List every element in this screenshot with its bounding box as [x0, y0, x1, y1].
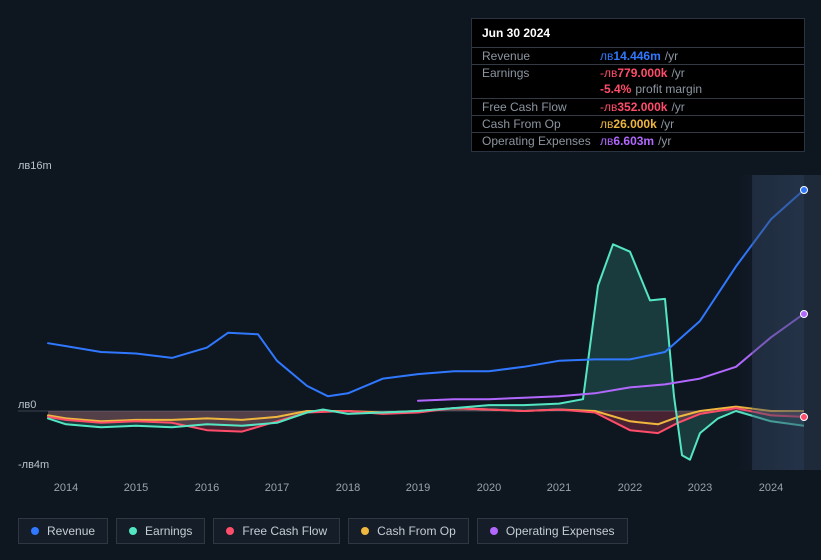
- financial-chart[interactable]: [18, 175, 804, 470]
- x-axis-label: 2023: [688, 482, 712, 494]
- legend-label: Cash From Op: [377, 524, 456, 538]
- tooltip-row: Free Cash Flow-лв352.000k/yr: [472, 98, 804, 115]
- tooltip-value: -5.4%: [600, 81, 631, 98]
- tooltip-row: Earnings-лв779.000k/yr: [472, 64, 804, 81]
- tooltip-suffix: /yr: [658, 133, 671, 150]
- chart-legend: Revenue Earnings Free Cash Flow Cash From O…: [18, 518, 628, 544]
- legend-label: Free Cash Flow: [242, 524, 327, 538]
- chart-tooltip: Jun 30 2024 Revenueлв14.446m/yrEarnings-…: [471, 18, 805, 152]
- legend-dot-icon: [490, 527, 498, 535]
- x-axis-label: 2018: [336, 482, 360, 494]
- tooltip-label: Revenue: [482, 48, 600, 65]
- tooltip-value: -лв779.000k: [600, 65, 667, 82]
- legend-item-op_expenses[interactable]: Operating Expenses: [477, 518, 628, 544]
- chart-marker-revenue: [800, 186, 808, 194]
- tooltip-suffix: /yr: [671, 65, 684, 82]
- chart-marker-op_expenses: [800, 310, 808, 318]
- x-axis-label: 2020: [477, 482, 501, 494]
- legend-dot-icon: [361, 527, 369, 535]
- legend-dot-icon: [129, 527, 137, 535]
- tooltip-label: Operating Expenses: [482, 133, 600, 150]
- legend-dot-icon: [31, 527, 39, 535]
- tooltip-suffix: /yr: [671, 99, 684, 116]
- x-axis-label: 2016: [195, 482, 219, 494]
- tooltip-row: Cash From Opлв26.000k/yr: [472, 115, 804, 132]
- x-axis-label: 2021: [547, 482, 571, 494]
- legend-dot-icon: [226, 527, 234, 535]
- x-axis-label: 2015: [124, 482, 148, 494]
- chart-marker-free_cash_flow: [800, 413, 808, 421]
- tooltip-value: лв14.446m: [600, 48, 661, 65]
- legend-item-cash_from_op[interactable]: Cash From Op: [348, 518, 469, 544]
- legend-item-earnings[interactable]: Earnings: [116, 518, 205, 544]
- x-axis-label: 2017: [265, 482, 289, 494]
- tooltip-date: Jun 30 2024: [472, 25, 804, 47]
- legend-item-revenue[interactable]: Revenue: [18, 518, 108, 544]
- legend-label: Revenue: [47, 524, 95, 538]
- tooltip-suffix: profit margin: [635, 81, 702, 98]
- x-axis-label: 2022: [618, 482, 642, 494]
- x-axis: 2014 2015 2016 2017 2018 2019 2020 2021 2022 2023…: [18, 482, 804, 496]
- tooltip-label: Cash From Op: [482, 116, 600, 133]
- tooltip-value: лв26.000k: [600, 116, 657, 133]
- tooltip-suffix: /yr: [665, 48, 678, 65]
- tooltip-row: -5.4%profit margin: [472, 81, 804, 98]
- legend-item-free_cash_flow[interactable]: Free Cash Flow: [213, 518, 340, 544]
- x-axis-label: 2014: [54, 482, 78, 494]
- tooltip-value: лв6.603m: [600, 133, 654, 150]
- tooltip-label: Free Cash Flow: [482, 99, 600, 116]
- tooltip-value: -лв352.000k: [600, 99, 667, 116]
- x-axis-label: 2024: [759, 482, 783, 494]
- legend-label: Earnings: [145, 524, 192, 538]
- tooltip-row: Revenueлв14.446m/yr: [472, 47, 804, 64]
- tooltip-suffix: /yr: [661, 116, 674, 133]
- y-axis-label: лв16m: [18, 160, 52, 172]
- legend-label: Operating Expenses: [506, 524, 615, 538]
- tooltip-row: Operating Expensesлв6.603m/yr: [472, 132, 804, 149]
- tooltip-label: Earnings: [482, 65, 600, 82]
- x-axis-label: 2019: [406, 482, 430, 494]
